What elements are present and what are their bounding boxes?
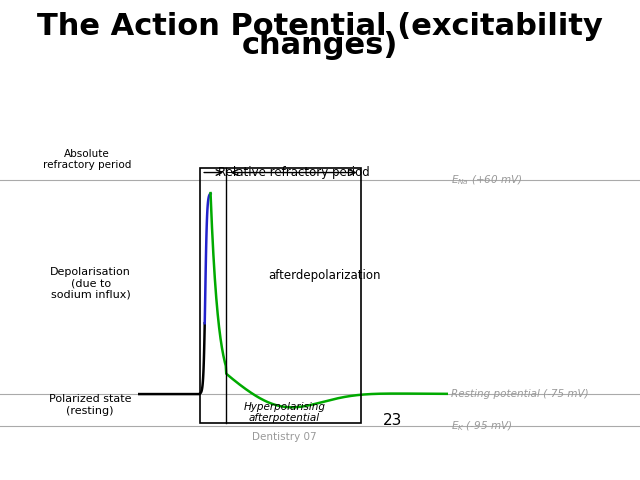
Text: Absolute
refractory period: Absolute refractory period <box>43 148 131 170</box>
Text: Dentistry 07: Dentistry 07 <box>252 432 317 442</box>
Text: changes): changes) <box>242 31 398 60</box>
Text: Depolarisation
(due to
sodium influx): Depolarisation (due to sodium influx) <box>51 267 131 300</box>
Bar <box>200 168 361 422</box>
Text: The Action Potential (excitability: The Action Potential (excitability <box>37 12 603 41</box>
Text: Relative refractory period: Relative refractory period <box>218 166 369 179</box>
Text: afterdepolarization: afterdepolarization <box>269 269 381 282</box>
Text: Polarized state
(resting): Polarized state (resting) <box>49 395 131 416</box>
Text: Resting potential (-75 mV): Resting potential (-75 mV) <box>451 389 589 399</box>
Text: Hyperpolarising
afterpotential: Hyperpolarising afterpotential <box>243 402 325 423</box>
Text: $E_K$ (-95 mV): $E_K$ (-95 mV) <box>451 419 513 432</box>
Text: $E_{Na}$ (+60 mV): $E_{Na}$ (+60 mV) <box>451 174 523 187</box>
Text: 23: 23 <box>383 413 402 429</box>
